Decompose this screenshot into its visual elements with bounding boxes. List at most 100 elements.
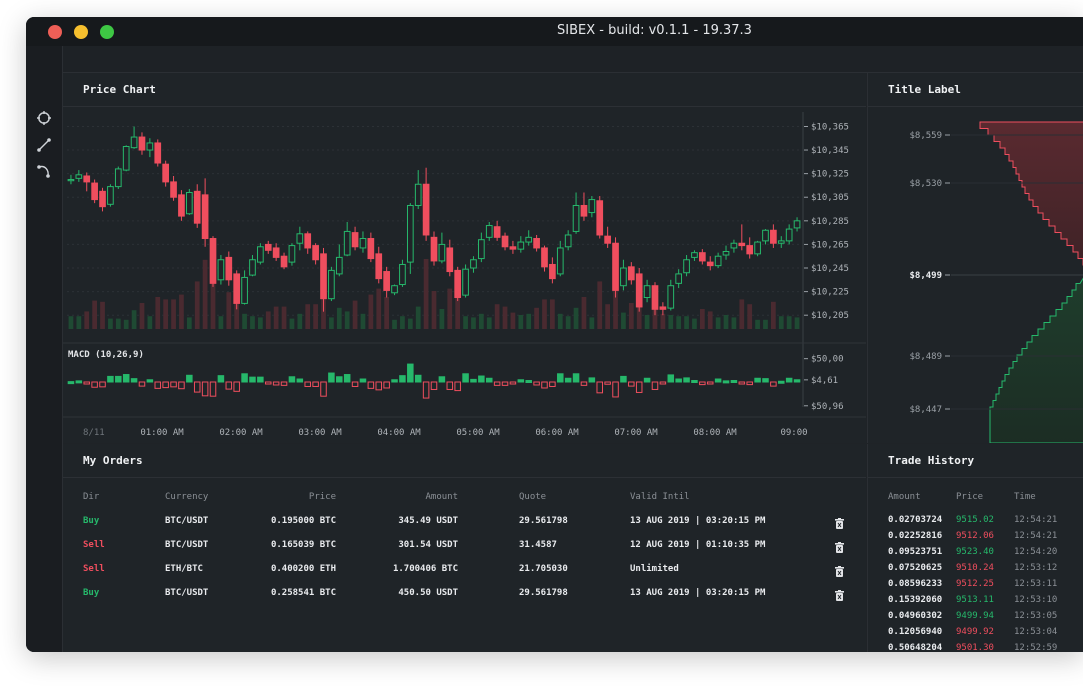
candle-body[interactable] [201,194,209,240]
candle-body[interactable] [620,267,627,287]
candle-body[interactable] [470,259,477,269]
candle-body[interactable] [651,285,659,310]
candle-body[interactable] [107,186,114,205]
order-row[interactable]: Buy BTC/USDT 0.195000 BTC 345.49 USDT 29… [83,516,844,534]
candle-body[interactable] [272,247,280,258]
candle-body[interactable] [549,263,556,280]
candle-body[interactable] [209,238,217,284]
candle-body[interactable] [122,145,130,171]
order-row[interactable]: Sell BTC/USDT 0.165039 BTC 301.54 USDT 3… [83,540,844,558]
minimize-button[interactable] [74,25,88,39]
candle-body[interactable] [770,229,777,244]
candle-body[interactable] [414,183,422,206]
candle-body[interactable] [517,241,525,250]
candle-body[interactable] [438,243,446,262]
candle-body[interactable] [99,190,106,208]
candle-body[interactable] [67,179,75,182]
candle-body[interactable] [114,168,122,188]
depth-chart[interactable]: $8,559 $8,530 $8,499 $8,489 $8,447 [868,107,1083,443]
candle-body[interactable] [130,136,138,149]
candle-body[interactable] [683,259,690,274]
candle-body[interactable] [659,306,667,310]
candle-body[interactable] [604,235,611,244]
candle-body[interactable] [185,192,193,215]
candle-body[interactable] [146,142,154,151]
crosshair-icon[interactable] [36,110,52,126]
candle-body[interactable] [588,199,596,214]
candle-body[interactable] [320,253,327,300]
candle-body[interactable] [154,142,162,164]
candle-body[interactable] [762,229,769,242]
candle-body[interactable] [399,263,406,286]
candle-body[interactable] [193,190,201,224]
trash-icon[interactable] [835,590,844,601]
zoom-button[interactable] [100,25,114,39]
candle-body[interactable] [162,163,169,183]
candle-body[interactable] [241,276,248,304]
candle-body[interactable] [485,225,493,238]
candle-body[interactable] [178,194,185,217]
candle-body[interactable] [667,285,675,309]
candle-body[interactable] [83,175,91,183]
candle-body[interactable] [730,242,738,249]
candle-body[interactable] [738,242,746,247]
candle-body[interactable] [225,256,233,281]
candle-body[interactable] [375,253,383,280]
trash-icon[interactable] [835,566,844,577]
candle-body[interactable] [722,250,730,256]
candle-body[interactable] [462,268,469,296]
candle-body[interactable] [383,271,390,291]
candle-body[interactable] [691,252,698,258]
candle-body[interactable] [217,259,225,281]
order-row[interactable]: Sell ETH/BTC 0.400200 ETH 1.700406 BTC 2… [83,564,844,582]
candle-body[interactable] [249,259,256,276]
candle-body[interactable] [777,240,785,244]
candle-body[interactable] [280,255,288,268]
candle-body[interactable] [478,239,485,260]
candle-body[interactable] [343,230,351,256]
candle-body[interactable] [580,204,588,217]
close-button[interactable] [48,25,62,39]
candle-body[interactable] [785,228,793,242]
candle-body[interactable] [257,246,264,263]
candle-body[interactable] [706,261,714,267]
candle-body[interactable] [509,246,517,250]
candle-body[interactable] [541,247,548,268]
candle-body[interactable] [533,238,540,249]
candle-body[interactable] [367,238,375,260]
candle-body[interactable] [714,255,722,267]
candle-body[interactable] [501,235,509,248]
candle-body[interactable] [170,181,177,198]
candle-body[interactable] [572,204,580,232]
candle-body[interactable] [91,182,98,201]
candle-body[interactable] [525,236,533,243]
price-chart[interactable]: $10,365 $10,345 $10,325 $10,305 $10,285 $10,2… [63,107,866,443]
candle-body[interactable] [612,242,619,291]
trash-icon[interactable] [835,542,844,553]
candle-body[interactable] [233,273,241,304]
trash-icon[interactable] [835,518,844,529]
order-row[interactable]: Buy BTC/USDT 0.258541 BTC 450.50 USDT 29… [83,588,844,606]
candle-body[interactable] [288,245,296,263]
candle-body[interactable] [699,252,706,262]
candle-body[interactable] [264,243,272,251]
candle-body[interactable] [312,245,319,261]
candle-body[interactable] [596,200,604,236]
candle-body[interactable] [328,269,335,300]
candle-body[interactable] [454,269,462,299]
candle-body[interactable] [746,245,754,255]
candle-body[interactable] [635,273,643,308]
candle-body[interactable] [564,234,572,248]
candle-body[interactable] [556,247,564,275]
candle-body[interactable] [643,285,651,299]
candle-body[interactable] [493,226,501,238]
line-tool-icon[interactable] [36,137,52,153]
candle-body[interactable] [138,136,146,151]
candle-body[interactable] [446,247,454,273]
candle-body[interactable] [304,233,312,249]
candle-body[interactable] [406,204,414,263]
candle-body[interactable] [430,236,438,262]
candle-body[interactable] [359,238,367,249]
candle-body[interactable] [391,285,398,294]
curve-tool-icon[interactable] [36,163,52,179]
